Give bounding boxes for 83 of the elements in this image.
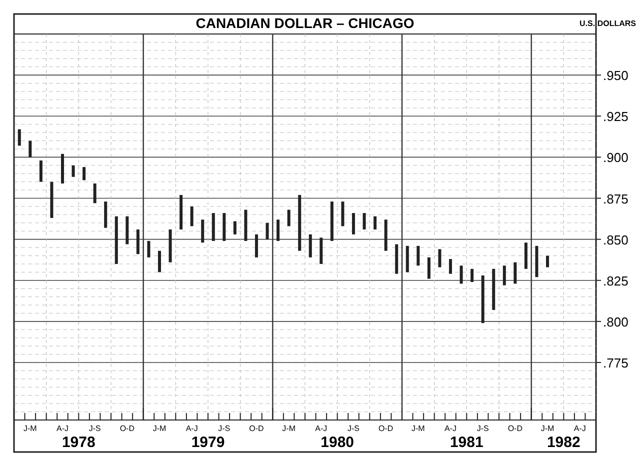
bar — [114, 216, 118, 264]
bar — [416, 246, 420, 266]
bar — [438, 249, 442, 268]
x-tick-label: O-D — [120, 424, 135, 433]
bar — [255, 234, 258, 258]
x-tick-label: O-D — [508, 424, 523, 433]
bar — [72, 165, 75, 177]
bar — [276, 220, 280, 241]
bar — [298, 194, 302, 251]
y-tick-label: .900 — [603, 150, 628, 166]
x-tick-label: J-S — [348, 424, 360, 433]
bar — [180, 194, 183, 230]
bar — [93, 183, 96, 204]
bar — [449, 259, 452, 274]
x-tick-label: J-S — [476, 424, 489, 433]
bar — [427, 257, 430, 279]
bar — [320, 238, 323, 264]
bar — [535, 246, 538, 278]
bar — [330, 202, 334, 241]
bar — [147, 240, 150, 258]
bar — [18, 129, 21, 146]
bar — [341, 202, 344, 226]
x-tick-label: A-J — [444, 424, 456, 433]
bar — [244, 210, 248, 241]
bar — [492, 268, 496, 310]
x-tick-label: J-M — [282, 424, 296, 433]
bar — [514, 262, 517, 284]
text: 1979 — [191, 434, 225, 451]
bar — [212, 213, 215, 241]
text: 1980 — [320, 434, 354, 451]
bar — [546, 256, 549, 268]
x-tick-label: J-S — [88, 424, 101, 433]
bar — [362, 213, 366, 230]
x-tick-label: J-M — [152, 424, 166, 433]
bar — [481, 275, 484, 324]
bar — [201, 220, 204, 243]
bar — [50, 182, 54, 218]
bar — [82, 167, 86, 180]
bar — [266, 222, 269, 240]
bar — [136, 229, 140, 254]
text: 1978 — [62, 434, 96, 451]
bar — [470, 268, 474, 282]
text: 1982 — [546, 434, 580, 451]
x-tick-label: A-J — [56, 424, 68, 433]
y-tick-label: .950 — [603, 68, 628, 84]
x-tick-label: J-M — [412, 424, 426, 433]
y-tick-label: .925 — [603, 109, 628, 124]
bar — [287, 210, 290, 226]
bar — [406, 246, 409, 272]
chart-title: CANADIAN DOLLAR – CHICAGO — [196, 15, 414, 31]
bar — [352, 213, 355, 234]
bar — [460, 266, 463, 284]
bar — [524, 242, 528, 269]
y-tick-label: .875 — [603, 191, 628, 206]
x-tick-label: A-J — [574, 424, 586, 433]
bar — [126, 216, 129, 244]
x-tick-label: A-J — [315, 424, 328, 433]
x-tick-label: J-S — [218, 424, 230, 433]
bar — [502, 266, 506, 286]
x-tick-label: O-D — [249, 424, 264, 433]
bar — [104, 202, 108, 228]
y-tick-label: .775 — [603, 356, 628, 371]
y-axis-title: U.S. DOLLARS — [580, 19, 637, 28]
bar — [395, 244, 398, 274]
bar — [168, 229, 172, 262]
bar — [384, 220, 388, 251]
x-tick-label: J-M — [24, 424, 38, 433]
y-tick-label: .825 — [603, 273, 628, 288]
bar — [28, 140, 32, 158]
bar — [233, 221, 236, 234]
bar — [61, 154, 64, 184]
x-tick-label: A-J — [186, 424, 198, 433]
bar — [308, 234, 312, 258]
y-tick-label: .800 — [603, 314, 628, 330]
bar — [190, 206, 194, 226]
bar — [374, 216, 377, 230]
bar — [222, 213, 226, 241]
bar — [158, 250, 161, 272]
bar — [39, 160, 42, 182]
text: 1981 — [450, 434, 484, 451]
x-tick-label: J-M — [540, 424, 554, 433]
x-tick-label: O-D — [378, 424, 394, 433]
y-tick-label: .850 — [603, 232, 628, 248]
